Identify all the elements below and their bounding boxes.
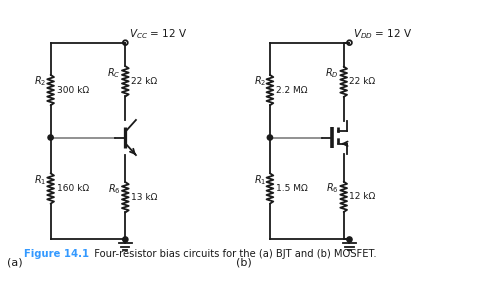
- Text: Figure 14.1: Figure 14.1: [24, 249, 89, 259]
- Text: 160 kΩ: 160 kΩ: [57, 184, 89, 193]
- Text: $R_2$: $R_2$: [34, 75, 47, 88]
- Text: (a): (a): [7, 258, 23, 268]
- Circle shape: [48, 135, 54, 140]
- Text: 300 kΩ: 300 kΩ: [57, 86, 89, 95]
- Text: 12 kΩ: 12 kΩ: [349, 192, 375, 201]
- Circle shape: [267, 135, 273, 140]
- Text: 13 kΩ: 13 kΩ: [131, 193, 158, 202]
- Text: 2.2 MΩ: 2.2 MΩ: [276, 86, 308, 95]
- Text: $R_6$: $R_6$: [108, 182, 120, 196]
- Text: 22 kΩ: 22 kΩ: [131, 77, 157, 86]
- Text: $R_1$: $R_1$: [254, 173, 266, 187]
- Circle shape: [122, 237, 128, 242]
- Text: $R_2$: $R_2$: [254, 75, 266, 88]
- Text: $R_D$: $R_D$: [325, 66, 339, 80]
- Text: 22 kΩ: 22 kΩ: [349, 77, 375, 86]
- Text: $V_{CC}$ = 12 V: $V_{CC}$ = 12 V: [129, 27, 187, 41]
- Circle shape: [347, 237, 352, 242]
- Text: $V_{DD}$ = 12 V: $V_{DD}$ = 12 V: [353, 27, 412, 41]
- Text: $R_1$: $R_1$: [34, 173, 47, 187]
- Text: 1.5 MΩ: 1.5 MΩ: [276, 184, 308, 193]
- Text: $R_C$: $R_C$: [107, 66, 120, 80]
- Text: Four-resistor bias circuits for the (a) BJT and (b) MOSFET.: Four-resistor bias circuits for the (a) …: [88, 249, 376, 259]
- Text: $R_6$: $R_6$: [326, 181, 339, 195]
- Text: (b): (b): [236, 258, 252, 268]
